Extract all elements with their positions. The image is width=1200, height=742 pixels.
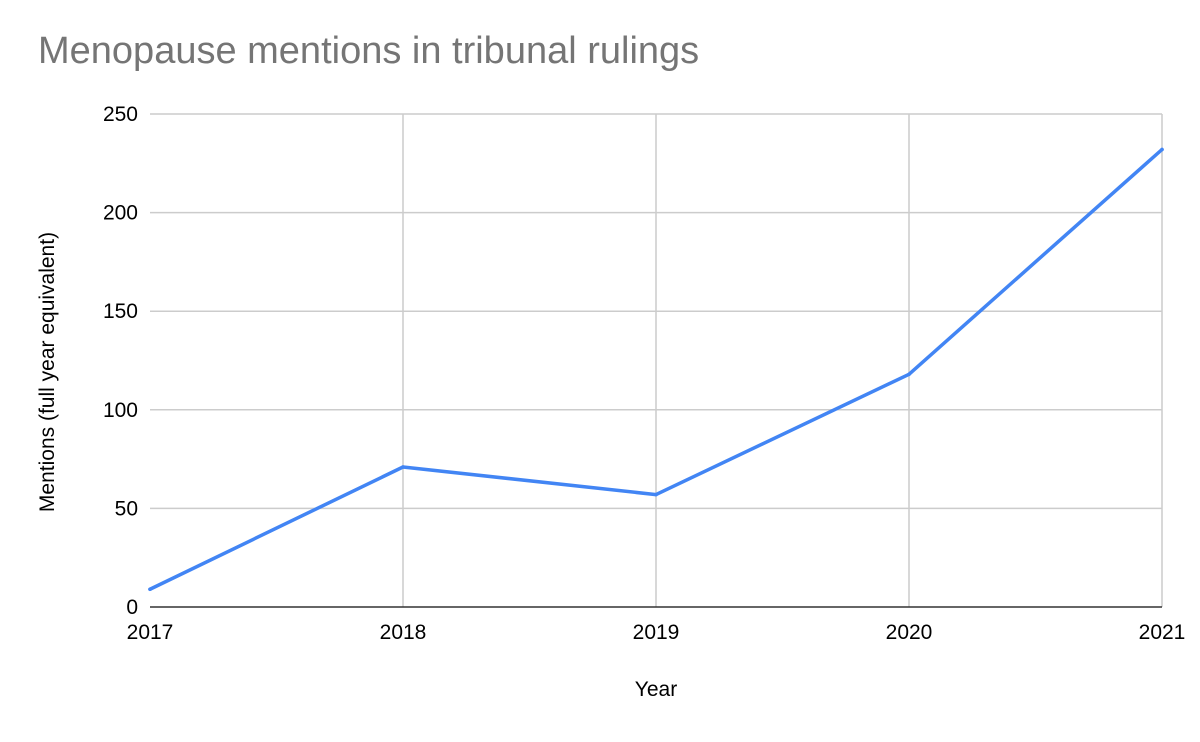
data-point: [1160, 147, 1164, 152]
y-tick-label: 200: [103, 202, 138, 225]
data-point: [148, 587, 152, 592]
x-tick-label: 2021: [1139, 621, 1186, 644]
x-tick-label: 2019: [633, 621, 680, 644]
data-point: [907, 372, 911, 377]
x-tick-label: 2018: [380, 621, 427, 644]
x-tick-label: 2020: [886, 621, 933, 644]
y-tick-label: 50: [115, 497, 138, 520]
data-point: [401, 465, 405, 469]
x-axis-title: Year: [634, 678, 678, 701]
y-tick-label: 250: [103, 103, 138, 126]
x-tick-label: 2017: [127, 621, 174, 644]
y-tick-label: 100: [103, 399, 138, 422]
data-point: [654, 492, 658, 497]
y-tick-label: 150: [103, 300, 138, 323]
chart-title: Menopause mentions in tribunal rulings: [38, 30, 700, 72]
y-tick-label: 0: [126, 596, 138, 619]
